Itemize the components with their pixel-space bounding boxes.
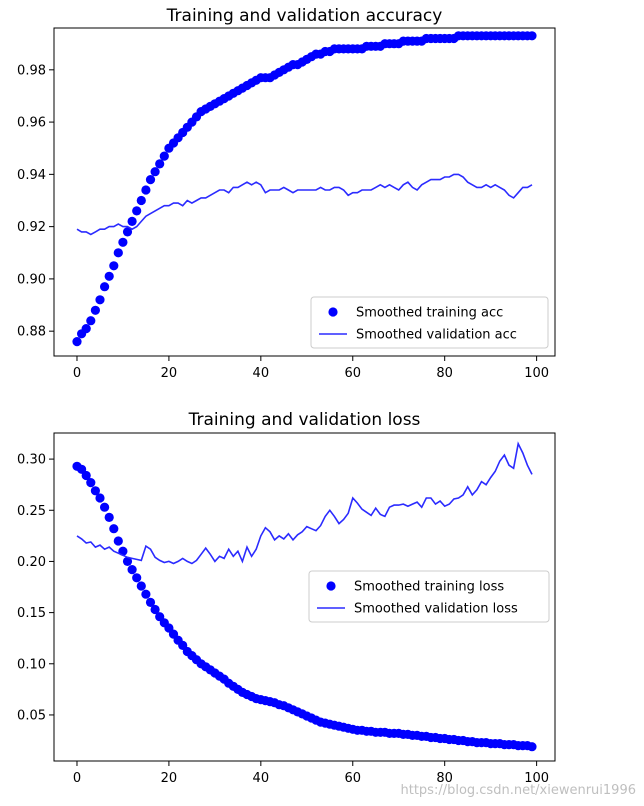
axes-frame [53, 27, 556, 357]
chart-title: Training and validation loss [188, 410, 421, 430]
data-point [145, 175, 156, 185]
data-point [155, 159, 165, 169]
y-tick-label: 0.96 [17, 116, 46, 131]
chart-title: Training and validation accuracy [166, 6, 443, 26]
x-tick-label: 100 [524, 366, 549, 381]
data-point [90, 305, 100, 315]
legend-label: Smoothed validation loss [354, 602, 518, 617]
data-point [150, 167, 160, 177]
series-points-training [72, 31, 537, 347]
data-point [122, 227, 133, 237]
series-line-validation [76, 173, 533, 236]
x-tick-label: 20 [161, 366, 178, 381]
x-tick-label: 40 [253, 771, 270, 786]
legend-label: Smoothed training loss [354, 580, 504, 595]
x-tick-label: 0 [73, 366, 81, 381]
watermark-url: https://blog.csdn.net/xiewenrui1996 [400, 783, 636, 798]
data-point [90, 486, 100, 496]
data-point [136, 195, 146, 206]
series-line-validation [76, 441, 533, 565]
axes-frame [53, 432, 556, 762]
y-tick-label: 0.90 [17, 272, 46, 287]
data-point [100, 282, 110, 292]
data-point [127, 216, 137, 226]
legend: Smoothed training acc Smoothed validation… [310, 296, 549, 349]
legend-marker-points [326, 581, 336, 591]
data-point [132, 206, 142, 216]
y-tick-label: 0.92 [17, 220, 46, 235]
data-point [122, 556, 133, 567]
data-point [95, 493, 105, 503]
data-point [86, 478, 96, 488]
y-tick-label: 0.20 [17, 555, 46, 570]
data-point [100, 502, 110, 512]
y-tick-label: 0.10 [17, 657, 46, 672]
y-tick-label: 0.94 [17, 168, 46, 183]
data-point [109, 524, 119, 534]
x-tick-label: 60 [344, 366, 361, 381]
y-tick-label: 0.25 [17, 504, 46, 519]
data-point [132, 573, 142, 583]
data-point [150, 604, 160, 615]
data-point [141, 589, 151, 599]
legend-marker-points [328, 307, 338, 317]
x-tick-label: 80 [436, 366, 453, 381]
y-tick-label: 0.88 [17, 325, 46, 340]
data-point [104, 271, 114, 281]
data-point [113, 536, 123, 546]
legend-box [308, 570, 550, 623]
data-point [159, 151, 169, 161]
x-tick-label: 100 [524, 771, 549, 786]
data-point [109, 261, 119, 271]
y-tick-label: 0.30 [17, 453, 46, 468]
y-tick-label: 0.05 [17, 708, 46, 723]
chart-1: Training and validation accuracy 0 20 40 60 8… [17, 6, 556, 381]
data-point [527, 31, 537, 41]
data-point [118, 237, 128, 247]
y-tick-label: 0.15 [17, 606, 46, 621]
x-tick-label: 20 [161, 771, 178, 786]
data-point [127, 565, 137, 575]
chart-2: Training and validation loss 0 20 40 60 80 100… [17, 410, 556, 786]
data-point [104, 512, 114, 523]
data-point [527, 742, 537, 752]
data-point [86, 316, 96, 326]
x-tick-label: 80 [436, 771, 453, 786]
data-point [141, 185, 151, 195]
data-point [81, 470, 91, 481]
legend-box [310, 296, 549, 349]
y-tick-label: 0.98 [17, 63, 46, 78]
x-tick-label: 40 [253, 366, 270, 381]
x-tick-label: 60 [344, 771, 361, 786]
data-point [113, 248, 123, 258]
series-points-training [72, 461, 537, 752]
legend: Smoothed training loss Smoothed validatio… [308, 570, 550, 623]
legend-label: Smoothed validation acc [356, 328, 517, 343]
data-point [95, 295, 105, 305]
x-tick-label: 0 [73, 771, 81, 786]
legend-label: Smoothed training acc [356, 306, 503, 321]
data-point [145, 597, 156, 608]
data-point [136, 581, 146, 591]
data-point [81, 324, 91, 334]
data-point [72, 337, 82, 347]
